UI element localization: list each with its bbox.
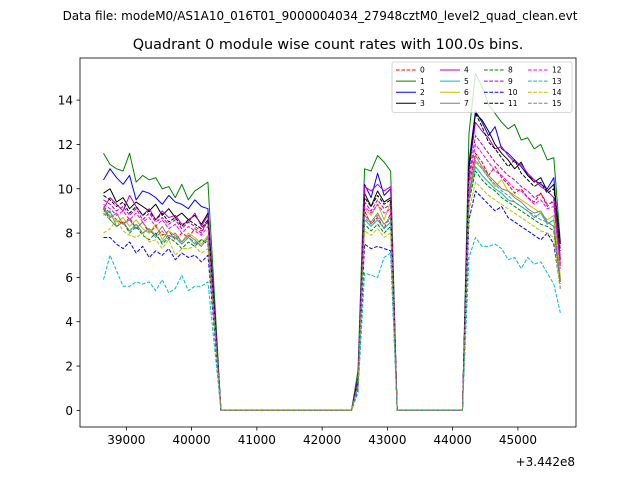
x-tick-label: 41000 xyxy=(238,433,276,447)
legend-label-6: 6 xyxy=(464,88,469,97)
legend-label-9: 9 xyxy=(508,77,513,86)
legend-label-0: 0 xyxy=(420,66,425,75)
plot-frame xyxy=(79,57,577,428)
x-offset-label: +3.442e8 xyxy=(516,455,575,469)
legend-label-8: 8 xyxy=(508,66,513,75)
y-tick-label: 14 xyxy=(58,94,73,108)
legend-label-5: 5 xyxy=(464,77,469,86)
x-tick-label: 44000 xyxy=(434,433,472,447)
legend-label-2: 2 xyxy=(420,88,425,97)
legend-label-10: 10 xyxy=(508,88,518,97)
legend-label-13: 13 xyxy=(552,77,562,86)
series-line-15 xyxy=(103,159,561,411)
y-tick-label: 10 xyxy=(58,182,73,196)
y-tick-label: 6 xyxy=(65,271,73,285)
series-layer xyxy=(103,73,561,411)
x-tick-label: 43000 xyxy=(368,433,406,447)
x-tick-label: 40000 xyxy=(173,433,211,447)
legend-label-3: 3 xyxy=(420,99,425,108)
legend-label-7: 7 xyxy=(464,99,469,108)
chart-title: Quadrant 0 module wise count rates with … xyxy=(133,37,524,53)
series-line-13 xyxy=(103,237,561,411)
x-tick-label: 39000 xyxy=(107,433,145,447)
y-tick-label: 0 xyxy=(65,404,73,418)
x-tick-label: 45000 xyxy=(499,433,537,447)
legend-frame xyxy=(391,61,573,113)
legend-label-4: 4 xyxy=(464,66,469,75)
legend-label-12: 12 xyxy=(552,66,562,75)
chart-suptitle: Data file: modeM0/AS1A10_016T01_90000040… xyxy=(63,9,578,23)
series-line-11 xyxy=(103,112,561,411)
legend-label-1: 1 xyxy=(420,77,425,86)
y-tick-label: 2 xyxy=(65,360,73,374)
legend-label-11: 11 xyxy=(508,99,518,108)
y-tick-label: 12 xyxy=(58,138,73,152)
y-tick-label: 4 xyxy=(65,315,73,329)
x-tick-label: 42000 xyxy=(303,433,341,447)
legend-label-14: 14 xyxy=(552,88,562,97)
legend-label-15: 15 xyxy=(552,99,562,108)
y-axis: 0 2 4 6 8 10 12 14 xyxy=(58,94,80,418)
y-tick-label: 8 xyxy=(65,227,73,241)
x-axis: 39000 40000 41000 42000 43000 44000 45000 xyxy=(107,427,537,447)
